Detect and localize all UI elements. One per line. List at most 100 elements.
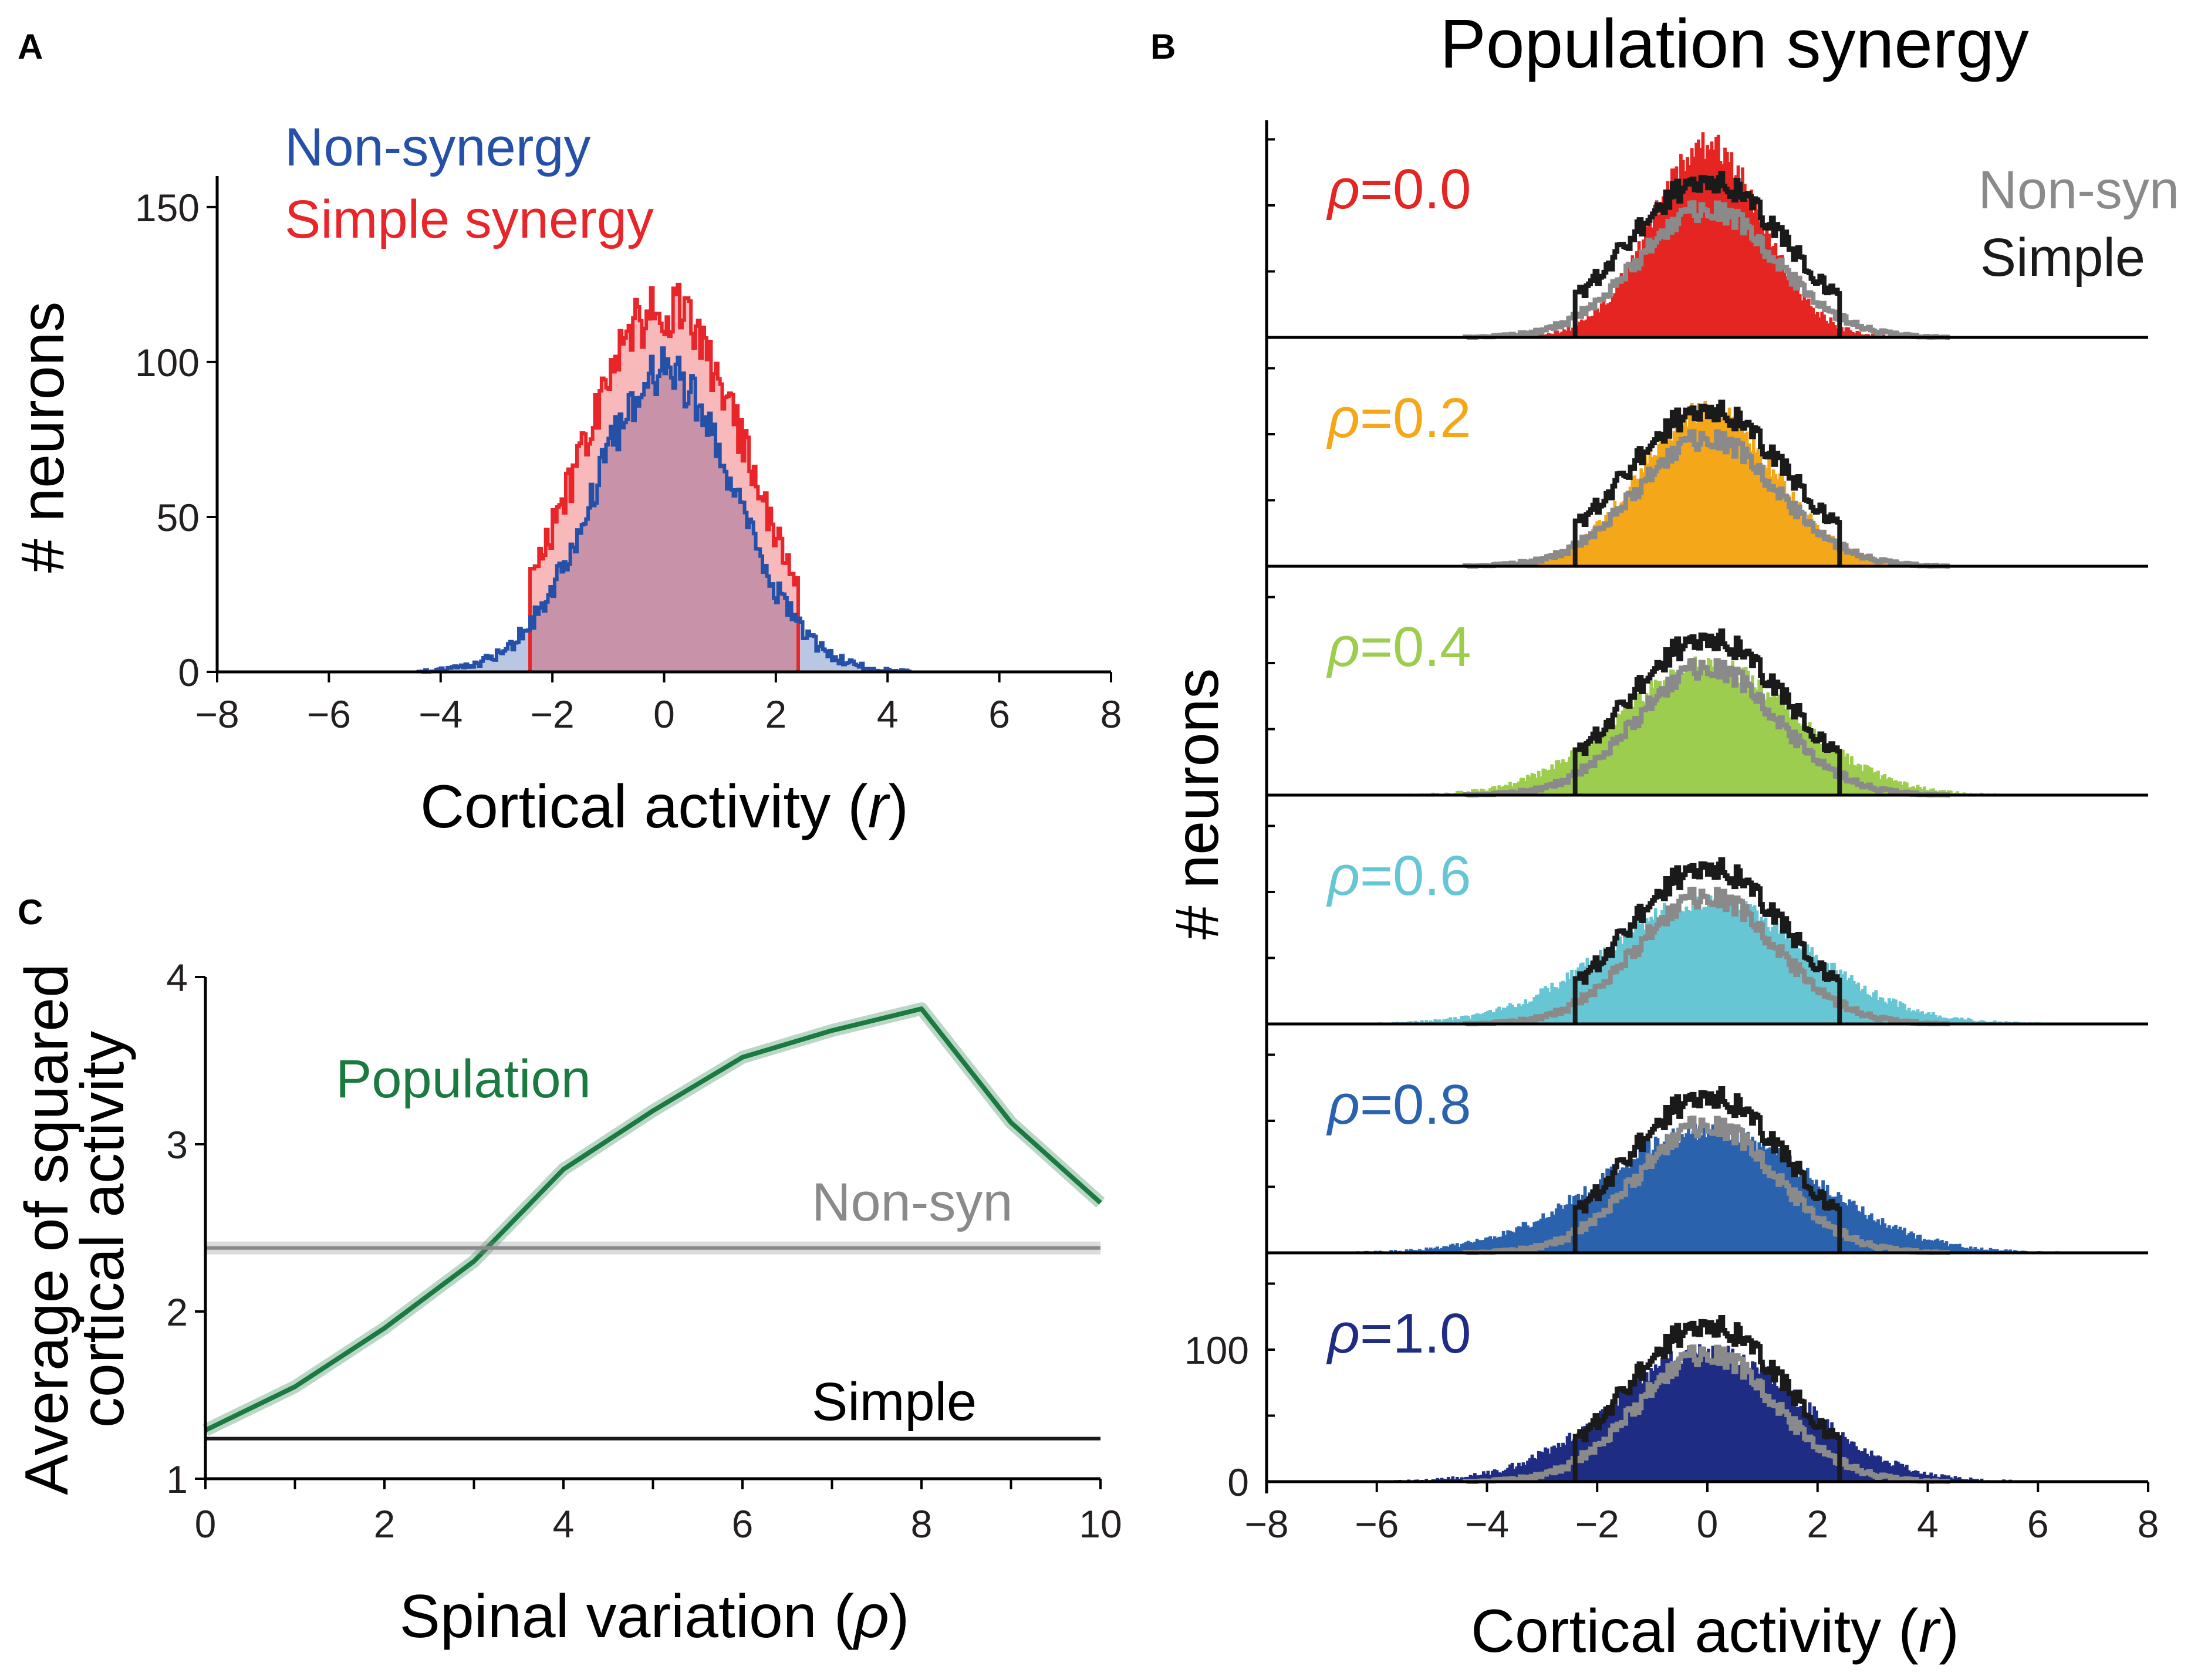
panel-b-ticks: 0 100 −8 −6 −4 −2 0 2 4 6 8 xyxy=(1184,1329,2159,1546)
subplot-ref-non-syn xyxy=(1462,200,1950,340)
rho-symbol: ρ xyxy=(1326,616,1360,678)
rho-value: =0.0 xyxy=(1360,158,1471,221)
panel-b-subplots: ρ=0.0ρ=0.2ρ=0.4ρ=0.6ρ=0.8ρ=1.0 xyxy=(1267,132,2148,1484)
subplot-fill-0.6 xyxy=(1321,893,2094,1025)
subplot-fill-1.0 xyxy=(1332,1344,2083,1482)
panel-b-xtick-label: 8 xyxy=(2138,1502,2159,1546)
legend-simple-synergy: Simple synergy xyxy=(285,190,654,249)
panel-a-xlabel: Cortical activity (r) xyxy=(420,773,909,841)
panel-c-ytick-label: 2 xyxy=(166,1290,188,1334)
label-non-syn-c: Non-syn xyxy=(812,1172,1013,1232)
panel-b-population-synergy: Population synergy ρ=0.0ρ=0.2ρ=0.4ρ=0.6ρ… xyxy=(1163,5,2179,1665)
panel-c-ytick-label: 3 xyxy=(166,1123,188,1167)
panel-c-xtick-label: 8 xyxy=(911,1502,933,1546)
subplot-ref-simple xyxy=(1572,857,1842,1024)
panel-b-title: Population synergy xyxy=(1440,5,2029,83)
panel-c-ytick-label: 1 xyxy=(166,1458,188,1501)
legend-non-synergy: Non-synergy xyxy=(285,117,591,177)
panel-a-fill-simple-synergy xyxy=(530,284,798,672)
subplot-ref-non-syn xyxy=(1462,1344,1950,1484)
panel-a-xtick-label: −8 xyxy=(195,692,239,736)
legend-non-syn-b: Non-syn xyxy=(1978,160,2179,220)
subplot-ref-non-syn xyxy=(1462,658,1950,797)
panel-a-xtick-label: −2 xyxy=(531,692,575,736)
panel-b-xlabel: Cortical activity (r) xyxy=(1471,1597,1959,1665)
panel-c-ylabel-line1: Average of squared xyxy=(13,964,81,1495)
panel-b-xtick-label: −6 xyxy=(1355,1502,1399,1546)
panel-a-xtick-label: 4 xyxy=(877,692,899,736)
panel-a-ylabel: # neurons xyxy=(9,302,77,573)
rho-symbol: ρ xyxy=(1326,158,1360,221)
subplot-ref-non-syn xyxy=(1462,429,1950,569)
subplot-ref-non-syn xyxy=(1462,1116,1950,1255)
panel-a-xtick-label: 6 xyxy=(988,692,1010,736)
panel-a-xtick-label: −4 xyxy=(418,692,462,736)
panel-c-xtick-label: 4 xyxy=(553,1502,575,1546)
panel-b-xtick-label: 4 xyxy=(1917,1502,1939,1546)
panel-a-xtick-label: 0 xyxy=(653,692,675,736)
rho-value: =1.0 xyxy=(1360,1302,1471,1365)
panel-letter-b: B xyxy=(1150,27,1176,66)
rho-value: =0.2 xyxy=(1360,387,1471,449)
panel-b-xtick-label: 2 xyxy=(1807,1502,1828,1546)
legend-simple-b: Simple xyxy=(1980,228,2145,288)
panel-b-xtick-label: −8 xyxy=(1244,1502,1288,1546)
subplot-rho-0.6: ρ=0.6 xyxy=(1267,824,2148,1026)
label-simple-c: Simple xyxy=(812,1372,977,1432)
panel-b-xtick-label: 0 xyxy=(1697,1502,1719,1546)
subplot-ref-simple xyxy=(1572,628,1842,795)
panel-c-xtick-label: 6 xyxy=(732,1502,754,1546)
panel-a-fill-non-synergy xyxy=(418,348,910,672)
rho-value: =0.8 xyxy=(1360,1073,1471,1136)
rho-label-0.0: ρ=0.0 xyxy=(1326,158,1471,221)
rho-label-0.6: ρ=0.6 xyxy=(1326,844,1471,907)
panel-a-xtick-label: 2 xyxy=(765,692,787,736)
panel-a-bars xyxy=(416,282,912,674)
rho-value: =0.4 xyxy=(1360,616,1471,678)
panel-a-line-non-synergy xyxy=(416,346,912,674)
panel-c-line-population xyxy=(204,1006,1102,1432)
label-population: Population xyxy=(336,1049,591,1109)
panel-a-ytick-label: 100 xyxy=(135,341,200,384)
panel-c-xtick-label: 2 xyxy=(374,1502,396,1546)
panel-b-xtick-label: 6 xyxy=(2027,1502,2049,1546)
panel-b-xtick-label: −4 xyxy=(1465,1502,1509,1546)
rho-symbol: ρ xyxy=(1326,1073,1360,1136)
panel-a-histogram: −8 −6 −4 −2 0 2 4 6 8 0 50 100 150 Non-synergy Simpl… xyxy=(9,117,1122,841)
panel-a-xtick-label: 8 xyxy=(1100,692,1122,736)
subplot-fill-0.2 xyxy=(1404,401,2011,567)
panel-a-ytick-label: 50 xyxy=(157,496,200,539)
panel-b-ytick-label: 100 xyxy=(1184,1329,1249,1372)
panel-c-ytick-label: 4 xyxy=(166,956,188,999)
panel-b-ytick-label: 0 xyxy=(1227,1461,1249,1504)
panel-a-ytick-label: 0 xyxy=(178,651,200,694)
panel-a-ticks: −8 −6 −4 −2 0 2 4 6 8 0 50 100 150 xyxy=(135,186,1122,736)
rho-label-0.2: ρ=0.2 xyxy=(1326,387,1471,449)
subplot-rho-0.4: ρ=0.4 xyxy=(1267,596,2148,797)
subplot-rho-0.8: ρ=0.8 xyxy=(1267,1053,2148,1255)
panel-a-xtick-label: −6 xyxy=(307,692,351,736)
rho-symbol: ρ xyxy=(1326,844,1360,907)
subplot-ref-simple xyxy=(1572,1086,1842,1253)
subplot-ref-simple xyxy=(1572,1314,1842,1482)
panel-c-ylabel-line2: cortical activity xyxy=(69,1031,137,1428)
rho-label-0.4: ρ=0.4 xyxy=(1326,616,1471,678)
rho-label-1.0: ρ=1.0 xyxy=(1326,1302,1471,1365)
panel-letter-a: A xyxy=(18,27,43,66)
panel-c-xtick-label: 10 xyxy=(1079,1502,1122,1546)
panel-b-xtick-label: −2 xyxy=(1575,1502,1619,1546)
panel-c-lines xyxy=(202,1002,1105,1441)
subplot-fill-0.8 xyxy=(1311,1123,2105,1253)
panel-c-xtick-label: 0 xyxy=(195,1502,217,1546)
subplot-rho-0.0: ρ=0.0 xyxy=(1267,132,2148,340)
panel-a-ytick-label: 150 xyxy=(135,186,200,229)
subplot-rho-1.0: ρ=1.0 xyxy=(1267,1282,2148,1484)
subplot-rho-0.2: ρ=0.2 xyxy=(1267,367,2148,569)
rho-value: =0.6 xyxy=(1360,844,1471,907)
subplot-fill-0.0 xyxy=(1459,132,1956,338)
rho-label-0.8: ρ=0.8 xyxy=(1326,1073,1471,1136)
subplot-ref-non-syn xyxy=(1462,887,1950,1026)
